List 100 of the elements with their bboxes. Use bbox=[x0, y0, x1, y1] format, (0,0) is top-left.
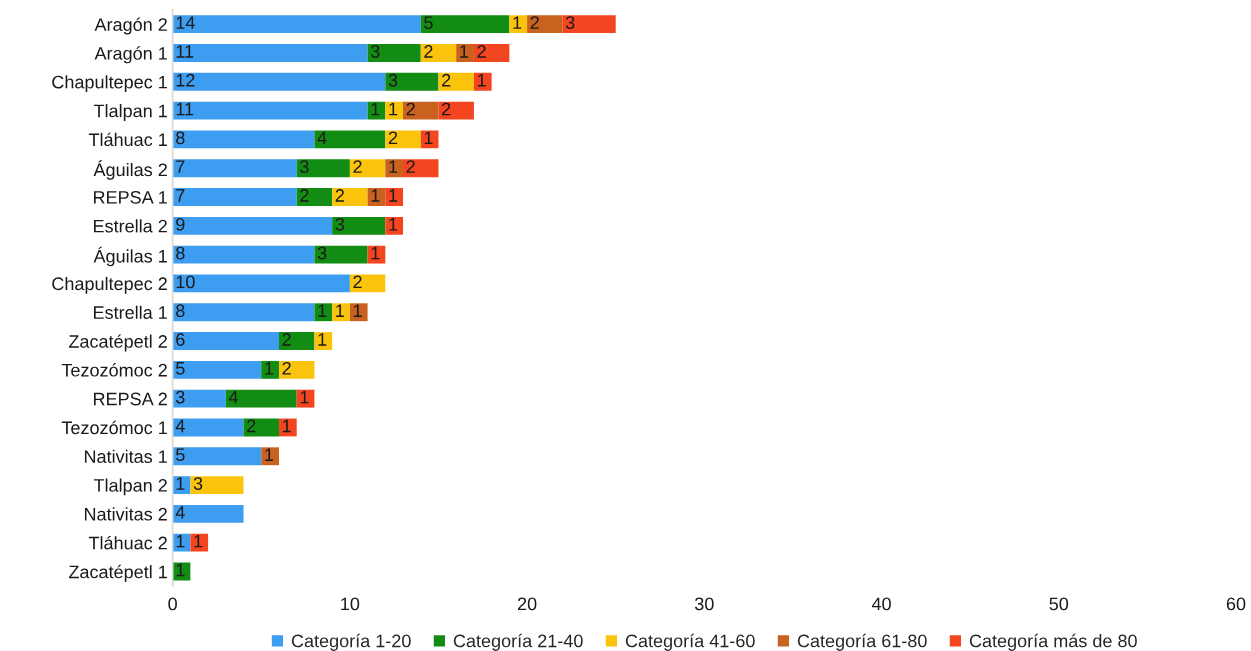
bar bbox=[420, 15, 510, 34]
bar bbox=[527, 15, 563, 34]
x-tick-label: 30 bbox=[694, 597, 714, 611]
legend-label: Categoría 41-60 bbox=[625, 633, 755, 651]
data-label: 1 bbox=[389, 189, 398, 202]
bar bbox=[172, 245, 315, 264]
y-tick-label: Águilas 1 bbox=[93, 246, 167, 267]
data-label: 14 bbox=[176, 16, 195, 29]
y-tick-label: Zacatépetl 1 bbox=[68, 564, 167, 582]
data-label: 6 bbox=[176, 333, 185, 346]
data-label: 1 bbox=[194, 534, 203, 548]
y-tick-label: Nativitas 1 bbox=[84, 449, 167, 463]
data-label: 3 bbox=[175, 390, 185, 404]
data-label: 1 bbox=[371, 102, 380, 116]
data-label: 8 bbox=[176, 131, 185, 145]
data-label: 2 bbox=[477, 45, 486, 58]
bar bbox=[190, 533, 209, 552]
bar bbox=[385, 101, 404, 120]
bar bbox=[261, 360, 279, 379]
bar bbox=[403, 101, 439, 120]
legend-label: Categoría más de 80 bbox=[969, 633, 1137, 651]
bar bbox=[172, 159, 297, 178]
data-label: 1 bbox=[176, 563, 185, 577]
data-label: 1 bbox=[389, 102, 398, 116]
y-tick-label: Tezozómoc 1 bbox=[61, 420, 167, 435]
bar bbox=[332, 303, 350, 322]
bar bbox=[562, 15, 616, 34]
bar bbox=[314, 130, 386, 149]
data-label: 5 bbox=[424, 16, 433, 30]
data-label: 2 bbox=[406, 160, 415, 173]
bar bbox=[509, 15, 528, 34]
data-label: 8 bbox=[176, 246, 185, 260]
data-label: 3 bbox=[335, 217, 345, 231]
data-label: 7 bbox=[176, 160, 185, 173]
bar bbox=[438, 101, 474, 120]
bar bbox=[172, 130, 315, 149]
bar bbox=[332, 216, 386, 235]
bar bbox=[278, 332, 315, 350]
bar bbox=[172, 389, 226, 408]
bar bbox=[172, 447, 262, 466]
data-label: 1 bbox=[300, 390, 309, 404]
data-label: 1 bbox=[176, 477, 185, 490]
bar bbox=[172, 303, 315, 322]
y-tick-label: Aragón 2 bbox=[94, 17, 167, 35]
legend-label: Categoría 1-20 bbox=[291, 633, 411, 651]
y-tick-label: REPSA 2 bbox=[93, 392, 167, 406]
data-label: 2 bbox=[442, 73, 451, 87]
data-label: 1 bbox=[477, 74, 486, 87]
bar bbox=[314, 245, 368, 264]
data-label: 4 bbox=[175, 506, 185, 519]
data-label: 10 bbox=[176, 275, 195, 289]
y-tick-label: Tlalpan 2 bbox=[93, 478, 167, 496]
y-tick-label: Tláhuac 2 bbox=[88, 535, 167, 550]
data-label: 5 bbox=[176, 362, 185, 375]
bar bbox=[314, 303, 333, 322]
data-label: 1 bbox=[176, 534, 185, 548]
data-label: 1 bbox=[371, 246, 380, 260]
data-label: 1 bbox=[283, 419, 291, 433]
bar bbox=[172, 274, 350, 293]
data-label: 3 bbox=[193, 477, 203, 490]
bar bbox=[172, 101, 368, 120]
bar bbox=[225, 389, 297, 408]
x-tick-label: 50 bbox=[1049, 597, 1069, 611]
bar bbox=[349, 303, 368, 322]
bar bbox=[190, 476, 244, 495]
y-tick-label: Chapultepec 1 bbox=[52, 75, 167, 93]
y-tick-label: REPSA 1 bbox=[93, 190, 167, 204]
y-tick-label: Estrella 2 bbox=[94, 219, 167, 233]
data-label: 2 bbox=[353, 160, 362, 173]
bar bbox=[420, 44, 457, 62]
data-label: 1 bbox=[353, 304, 362, 317]
data-label: 1 bbox=[424, 131, 433, 145]
bar bbox=[172, 216, 333, 235]
bar bbox=[172, 360, 262, 379]
data-label: 1 bbox=[513, 16, 522, 29]
y-tick-label: Zacatépetl 2 bbox=[68, 334, 167, 352]
data-label: 9 bbox=[176, 217, 185, 231]
bar bbox=[172, 332, 279, 350]
bar bbox=[172, 44, 368, 62]
y-tick-label: Aragón 1 bbox=[94, 46, 167, 64]
data-label: 2 bbox=[530, 16, 539, 29]
x-tick-label: 20 bbox=[517, 597, 537, 611]
data-label: 1 bbox=[389, 218, 398, 231]
data-label: 2 bbox=[442, 102, 451, 116]
bar bbox=[296, 159, 350, 178]
x-tick-label: 60 bbox=[1226, 597, 1246, 611]
y-tick-label: Águilas 2 bbox=[93, 160, 167, 180]
y-tick-label: Chapultepec 2 bbox=[52, 276, 167, 294]
data-label: 1 bbox=[389, 160, 398, 173]
bar bbox=[296, 188, 333, 206]
data-label: 4 bbox=[317, 131, 327, 145]
data-label: 3 bbox=[300, 160, 309, 174]
data-label: 4 bbox=[228, 390, 238, 404]
bar bbox=[367, 44, 421, 62]
data-label: 3 bbox=[388, 73, 398, 87]
data-label: 2 bbox=[406, 102, 415, 116]
y-tick-label: Tláhuac 1 bbox=[88, 132, 167, 147]
data-label: 1 bbox=[336, 304, 344, 317]
bar bbox=[278, 360, 315, 379]
bar bbox=[314, 332, 333, 350]
